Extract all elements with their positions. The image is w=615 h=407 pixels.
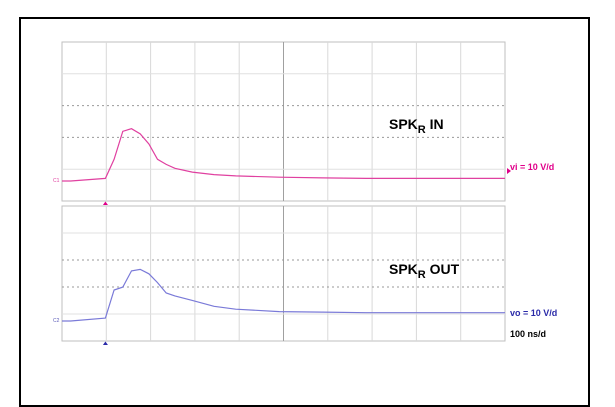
spkr-in-label: SPKR IN	[389, 116, 444, 136]
upper-trigger-marker	[102, 201, 108, 205]
upper-panel-grid	[62, 42, 505, 201]
upper-level-marker	[507, 168, 511, 174]
spkr-in-trace	[62, 128, 505, 182]
c1-ground-marker: C1	[53, 178, 60, 184]
spkr-out-label-suffix: OUT	[426, 261, 460, 277]
spkr-out-trace	[62, 268, 505, 322]
spkr-out-label-main: SPK	[389, 261, 418, 277]
vi-scale-label: vi = 10 V/d	[510, 162, 554, 172]
oscilloscope-capture: SPKR IN vi = 10 V/d C1 SPKR OUT vo = 10 …	[53, 41, 557, 345]
lower-panel-grid	[62, 206, 505, 341]
upper-panel: SPKR IN vi = 10 V/d C1	[53, 41, 554, 205]
lower-trigger-marker	[102, 341, 108, 345]
c2-ground-marker: C2	[53, 318, 60, 324]
spkr-out-label: SPKR OUT	[389, 261, 460, 281]
spkr-in-label-sub: R	[418, 124, 426, 136]
lower-panel: SPKR OUT vo = 10 V/d 100 ns/d C2	[53, 205, 557, 345]
spkr-in-label-main: SPK	[389, 116, 418, 132]
spkr-in-label-suffix: IN	[426, 116, 444, 132]
timebase-label: 100 ns/d	[510, 329, 546, 339]
vo-scale-label: vo = 10 V/d	[510, 308, 557, 318]
spkr-out-label-sub: R	[418, 269, 426, 281]
